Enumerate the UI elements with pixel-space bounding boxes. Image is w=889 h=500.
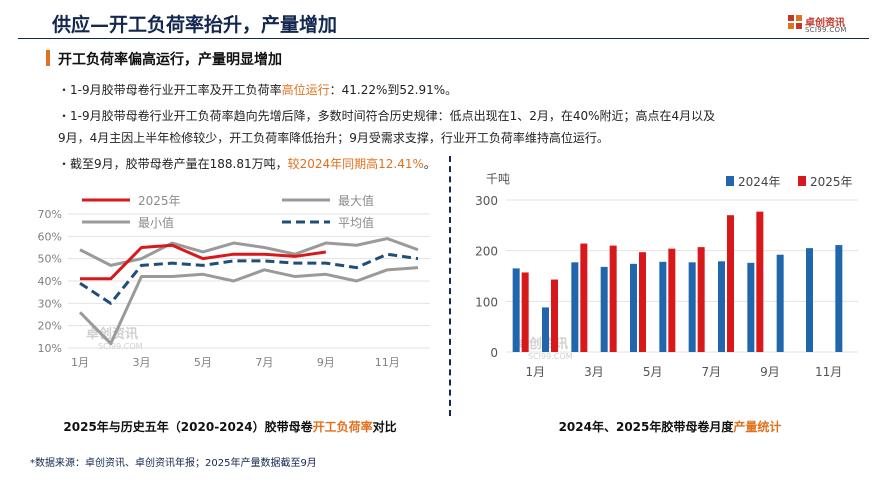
y-tick-label: 70%: [38, 208, 62, 221]
brand-logo: 卓创资讯 SCI99.COM: [788, 14, 864, 36]
bar-2024: [571, 262, 579, 352]
right-chart-caption: 2024年、2025年胶带母卷月度产量统计: [558, 420, 782, 434]
bullet-2: ・1-9月胶带母卷行业开工负荷率趋向先增后降，多数时间符合历史规律：低点出现在1…: [58, 109, 716, 123]
x-tick-label: 7月: [255, 356, 273, 369]
series-line-2: [78, 266, 419, 346]
title-rule: [18, 38, 869, 39]
legend-label: 2025年: [810, 175, 853, 189]
y-tick-label: 30%: [38, 297, 62, 310]
y-tick-label: 50%: [38, 253, 62, 266]
legend-label: 最小值: [138, 215, 174, 230]
subtitle-accent: [46, 50, 50, 66]
bar-2025: [639, 252, 646, 352]
bar-2025: [668, 248, 676, 352]
bar-2025: [756, 211, 764, 352]
bullet-3: ・截至9月，胶带母卷产量在188.81万吨，较2024年同期高12.41%。: [58, 157, 436, 171]
bar-2025: [521, 272, 529, 352]
legend-swatch: [726, 176, 734, 186]
legend-swatch: [798, 176, 806, 186]
y-tick-label: 60%: [38, 230, 62, 243]
y-tick-label: 200: [475, 245, 498, 259]
series-line-1: [79, 237, 419, 267]
y-tick-label: 300: [475, 194, 498, 208]
bullet-2-continued: 9月，4月主因上半年检修较少，开工负荷率降低抬升；9月受需求支撑，行业开工负荷率…: [58, 131, 609, 145]
bar-2024: [806, 248, 813, 352]
y-tick-label: 40%: [38, 275, 62, 288]
page-title: 供应—开工负荷率抬升，产量增加: [52, 14, 338, 36]
bar-2024: [600, 266, 608, 352]
y-tick-label: 10%: [38, 342, 62, 355]
watermark-site: SCI99.COM: [528, 352, 573, 361]
bar-2025: [609, 245, 617, 352]
y-unit-label: 千吨: [486, 172, 510, 186]
legend-label: 平均值: [338, 215, 374, 230]
legend-label: 最大值: [338, 193, 374, 208]
x-tick-label: 11月: [815, 365, 842, 379]
legend-label: 2025年: [138, 194, 181, 208]
bar-2024: [747, 262, 755, 352]
load-rate-line-chart: 10%20%30%40%50%60%70%1月 3月 5月 7月 9月 11月卓创资讯SC…: [38, 193, 430, 369]
data-source-note: *数据来源：卓创资讯、卓创资讯年报；2025年产量数据截至9月: [30, 458, 317, 469]
bar-2024: [835, 245, 843, 352]
logo-name: 卓创资讯: [805, 18, 845, 29]
subtitle: 开工负荷率偏高运行，产量明显增加: [58, 52, 282, 68]
x-tick-label: 5月: [194, 356, 212, 369]
x-tick-label: 9月: [760, 365, 780, 379]
bar-2025: [551, 279, 558, 352]
series-line-3: [79, 252, 419, 305]
series-line-0: [80, 243, 327, 281]
bar-2024: [776, 254, 784, 352]
x-tick-label: 9月: [317, 356, 335, 369]
bar-2024: [718, 261, 725, 352]
watermark-site: SCI99.COM: [98, 342, 143, 351]
bar-2024: [542, 307, 549, 352]
bar-2025: [727, 215, 734, 352]
x-tick-label: 1月: [526, 365, 546, 379]
y-tick-label: 0: [490, 346, 498, 360]
x-tick-label: 3月: [584, 365, 604, 379]
bar-2024: [659, 261, 667, 352]
legend-label: 2024年: [738, 175, 781, 189]
bullet-1: ・1-9月胶带母卷行业开工率及开工负荷率高位运行：41.22%到52.91%。: [58, 83, 458, 97]
logo-site: SCI99.COM: [805, 26, 847, 34]
x-tick-label: 1月: [71, 356, 89, 369]
bar-2025: [580, 243, 588, 352]
x-tick-label: 5月: [643, 365, 663, 379]
y-tick-label: 20%: [38, 320, 62, 333]
bar-2024: [512, 268, 520, 352]
chart-divider: [449, 156, 451, 416]
x-tick-label: 11月: [375, 356, 400, 369]
bar-2024: [630, 263, 637, 352]
y-tick-label: 100: [475, 295, 498, 309]
bar-2025: [697, 247, 705, 352]
x-tick-label: 3月: [132, 356, 150, 369]
logo-mark-icon: [788, 15, 802, 29]
x-tick-label: 7月: [702, 365, 722, 379]
left-chart-caption: 2025年与历史五年（2020-2024）胶带母卷开工负荷率对比: [63, 420, 397, 434]
production-bar-chart: 千吨0100200300卓创资讯SCI99.COM1月3月5月7月9月11月20…: [475, 172, 858, 379]
bar-2024: [688, 262, 696, 352]
bullet-list: ・1-9月胶带母卷行业开工率及开工负荷率高位运行：41.22%到52.91%。 …: [58, 79, 858, 179]
